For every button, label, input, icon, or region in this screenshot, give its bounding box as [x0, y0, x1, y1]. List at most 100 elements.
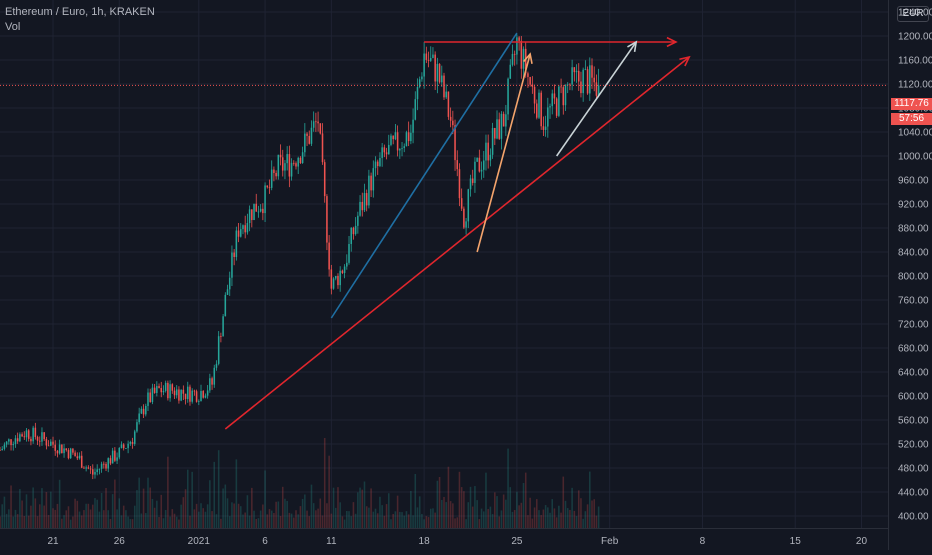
candle-body: [172, 384, 174, 390]
candle-body: [176, 389, 178, 395]
candle-body: [498, 119, 500, 138]
candle-body: [410, 133, 412, 141]
currency-badge[interactable]: EUR: [897, 6, 929, 22]
candle-body: [512, 54, 514, 65]
candle-body: [518, 37, 520, 40]
volume-bar: [242, 515, 244, 528]
volume-bar: [169, 517, 171, 528]
volume-bar: [388, 493, 390, 528]
candle-body: [222, 316, 224, 336]
volume-bar: [141, 514, 143, 528]
candle-body: [6, 442, 8, 445]
volume-bar: [249, 516, 251, 528]
volume-bar: [218, 450, 220, 528]
candle-body: [337, 276, 339, 285]
candle-body: [30, 439, 32, 441]
volume-bar: [306, 511, 308, 528]
volume-bar: [518, 505, 520, 528]
candle-body: [174, 391, 176, 396]
volume-bar: [492, 514, 494, 528]
candle-body: [479, 158, 481, 172]
candle-body: [282, 157, 284, 170]
candle-body: [196, 391, 198, 402]
volume-bar: [452, 503, 454, 528]
volume-bar: [43, 506, 45, 528]
candle-body: [39, 441, 41, 442]
candle-body: [37, 437, 39, 441]
candle-body: [401, 148, 403, 149]
volume-bar: [412, 515, 414, 528]
volume-bar: [516, 492, 518, 528]
candle-body: [563, 87, 565, 105]
candle-body: [540, 93, 542, 127]
chart-title: Ethereum / Euro, 1h, KRAKEN: [5, 6, 155, 18]
volume-bar: [231, 502, 233, 528]
candle-body: [21, 434, 23, 436]
volume-bar: [213, 462, 215, 528]
volume-bar: [289, 513, 291, 528]
candle-body: [63, 448, 65, 453]
candle-body: [308, 136, 310, 144]
candle-body: [487, 143, 489, 161]
volume-bar: [565, 501, 567, 528]
price-tick-label: 720.00: [898, 320, 929, 331]
candle-body: [293, 163, 295, 164]
volume-bar: [284, 499, 286, 528]
volume-bar: [154, 508, 156, 528]
volume-bar: [479, 519, 481, 528]
volume-bar: [598, 506, 600, 528]
volume-bar: [392, 514, 394, 528]
volume-bar: [483, 511, 485, 528]
volume-bar: [373, 512, 375, 528]
candle-body: [10, 439, 12, 445]
candle-body: [202, 391, 204, 398]
volume-bar: [322, 515, 324, 528]
volume-bar: [189, 516, 191, 528]
candle-body: [505, 114, 507, 126]
candle-body: [355, 226, 357, 234]
candle-body: [556, 99, 558, 116]
volume-bar: [410, 491, 412, 528]
price-tick-label: 520.00: [898, 440, 929, 451]
volume-bar: [344, 520, 346, 528]
time-tick-label: 8: [700, 536, 706, 547]
time-tick-label: 26: [114, 536, 126, 547]
volume-bar: [282, 487, 284, 528]
volume-bar: [12, 517, 14, 528]
volume-bar: [110, 519, 112, 528]
volume-bar: [311, 485, 313, 528]
volume-bar: [94, 498, 96, 528]
volume-bar: [240, 506, 242, 528]
volume-bar: [255, 519, 257, 528]
volume-bar: [236, 459, 238, 528]
candle-body: [280, 155, 282, 158]
volume-bar: [370, 488, 372, 528]
candle-body: [291, 163, 293, 177]
volume-bar: [37, 516, 39, 528]
volume-bar: [238, 504, 240, 528]
volume-bar: [39, 504, 41, 528]
candle-body: [125, 448, 127, 449]
candle-body: [24, 436, 26, 437]
candle-body: [191, 391, 193, 402]
volume-label: Vol: [5, 21, 20, 33]
candle-body: [59, 445, 61, 454]
candle-body: [353, 228, 355, 234]
candle-body: [364, 193, 366, 210]
volume-bar: [333, 488, 335, 528]
volume-bar: [415, 474, 417, 528]
volume-bar: [280, 516, 282, 528]
volume-bar: [68, 506, 70, 528]
volume-bar: [313, 503, 315, 528]
volume-bar: [501, 510, 503, 528]
volume-bar: [432, 508, 434, 528]
price-tick-label: 1000.00: [898, 152, 932, 163]
volume-bar: [194, 509, 196, 528]
candle-body: [509, 65, 511, 79]
candle-body: [271, 170, 273, 188]
candle-body: [432, 55, 434, 58]
volume-bar: [136, 490, 138, 528]
volume-bar: [481, 509, 483, 528]
